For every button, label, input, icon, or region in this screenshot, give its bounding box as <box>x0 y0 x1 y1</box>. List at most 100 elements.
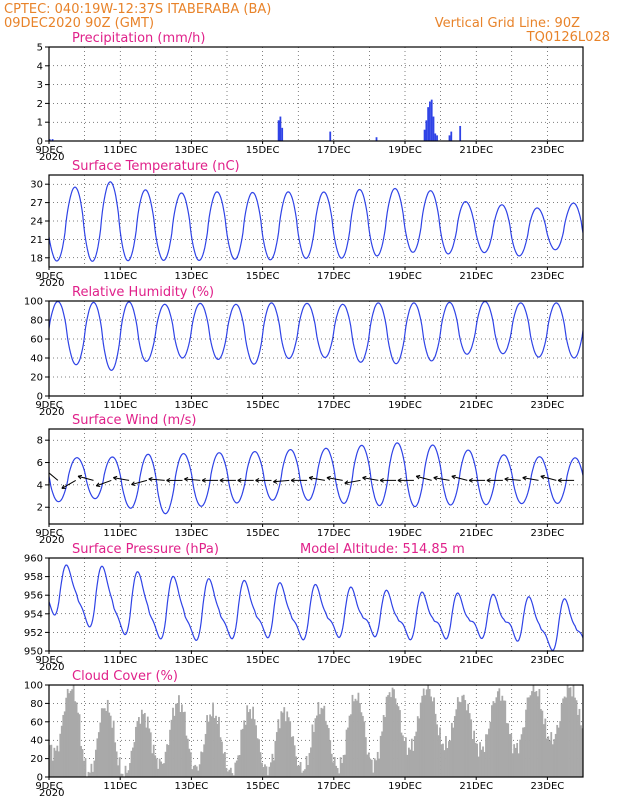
cloud-bar <box>175 703 177 777</box>
wind-vector <box>184 478 201 481</box>
cloud-bar <box>307 765 309 777</box>
cloud-bar <box>488 728 490 777</box>
cloud-bar <box>505 723 508 777</box>
cloud-bar <box>298 765 300 777</box>
y-tick-label: 960 <box>24 554 43 565</box>
cloud-bar <box>479 742 481 777</box>
cloud-bar <box>281 712 284 777</box>
panel-precipitation: Precipitation (mm/h) 0 1 2 3 4 5 9DEC 11DEC 13DEC… <box>35 31 584 163</box>
cloud-bar <box>519 739 521 777</box>
x-tick-label: 11DEC <box>103 655 137 666</box>
panel-title-wind: Surface Wind (m/s) <box>72 413 196 428</box>
cloud-bar <box>198 764 201 777</box>
cloud-bar <box>568 687 570 777</box>
cloud-bar <box>295 756 298 777</box>
cloud-bar <box>133 742 136 777</box>
cloud-bar <box>149 732 152 777</box>
cloud-bar <box>108 712 111 777</box>
wind-vector-head <box>557 478 562 481</box>
y-tick-label: 20 <box>30 754 43 765</box>
cloud-bar <box>229 767 232 777</box>
cloud-bar <box>330 753 333 777</box>
cloud-bar <box>424 695 427 777</box>
wind-vector-head <box>504 478 509 482</box>
cloud-bar <box>130 750 133 777</box>
cloud-bar <box>356 700 358 777</box>
wind-vector <box>451 475 468 481</box>
station-header: CPTEC: 040:19W-12:37S ITABERABA (BA) <box>4 2 271 17</box>
x-tick-label: 11DEC <box>103 271 137 282</box>
cloud-bar <box>302 770 305 777</box>
cloud-bar <box>459 702 462 777</box>
x-tick-label: 13DEC <box>175 271 209 282</box>
cloud-bar <box>477 756 480 777</box>
cloud-bar <box>318 714 321 777</box>
cloud-bar <box>531 691 533 777</box>
wind-vector-head <box>184 478 188 482</box>
cloud-bar <box>348 715 351 777</box>
cloud-bar <box>402 735 404 777</box>
cloud-bar <box>547 736 550 777</box>
cloud-bar <box>215 715 217 777</box>
cloud-bar <box>580 725 582 777</box>
cloud-bar <box>83 760 85 777</box>
cloud-bar <box>80 745 82 777</box>
x-tick-label: 9DEC <box>35 655 62 666</box>
panel-body-wind <box>49 442 583 515</box>
cloud-bar <box>290 736 293 777</box>
cloud-bar <box>152 744 155 777</box>
cloud-bar <box>525 709 527 777</box>
wind-vector <box>77 475 94 481</box>
cloud-bar <box>72 685 75 777</box>
cloud-bar <box>207 721 210 777</box>
cloud-bar <box>369 758 372 777</box>
wind-vector <box>362 477 379 481</box>
cloud-bar <box>191 769 194 777</box>
wind-vector-head <box>77 474 83 477</box>
run-date: 09DEC2020 90Z (GMT) <box>4 16 154 31</box>
wind-vector-head <box>344 482 349 485</box>
cloud-bar <box>394 698 397 777</box>
x-tick-label: 13DEC <box>175 781 209 792</box>
cloud-bar <box>514 747 517 777</box>
wind-vector-head <box>486 478 491 481</box>
cloud-bar <box>575 700 578 777</box>
cloud-bar <box>517 753 520 777</box>
cloud-bar <box>502 700 505 777</box>
wind-vector-head <box>201 478 206 481</box>
cloud-bar <box>486 734 489 777</box>
cloud-bar <box>320 707 323 777</box>
cloud-bar <box>391 687 394 777</box>
panel-frame <box>48 174 584 268</box>
cloud-bar <box>495 697 498 777</box>
cloud-bar <box>157 768 160 777</box>
precip-bar <box>281 127 284 141</box>
cloud-bar <box>138 717 140 777</box>
wind-vector-head <box>77 475 82 480</box>
wind-vector <box>326 477 343 481</box>
cloud-bar <box>332 762 335 777</box>
precip-bar <box>277 120 280 141</box>
cloud-bar <box>522 727 524 777</box>
cloud-bar <box>465 710 468 777</box>
cloud-bar <box>272 760 275 777</box>
y-tick-label: 3 <box>37 80 43 91</box>
wind-vector-head <box>362 477 366 481</box>
cloud-bar <box>89 772 91 777</box>
cloud-bar <box>218 716 220 777</box>
cloud-bar <box>321 708 324 777</box>
cloud-bar <box>314 718 317 777</box>
cloud-bar <box>259 752 262 777</box>
cloud-bar <box>574 697 576 777</box>
cloud-bar <box>565 697 567 777</box>
cloud-bar <box>105 710 108 777</box>
cloud-bar <box>569 687 572 777</box>
wind-vector-head <box>148 476 153 480</box>
wind-vector-head <box>415 475 420 480</box>
cloud-bar <box>443 750 446 777</box>
cloud-bar <box>200 751 203 777</box>
y-tick-label: 2 <box>37 503 43 514</box>
wind-vector-head <box>95 482 100 487</box>
y-tick-label: 0 <box>37 773 43 784</box>
cloud-bar <box>559 721 562 777</box>
